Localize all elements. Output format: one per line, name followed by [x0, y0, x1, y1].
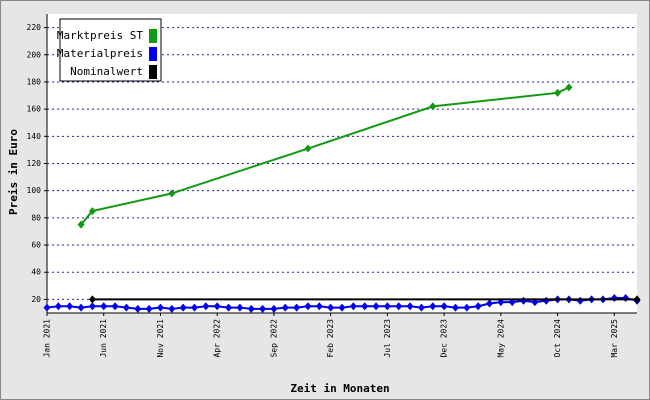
point [327, 303, 335, 312]
y-tick-label: 180 [27, 77, 42, 86]
x-tick-label: Jun 2021 [99, 319, 108, 358]
point [463, 303, 471, 312]
x-tick-label: Jul 2023 [383, 319, 392, 358]
point [100, 302, 108, 311]
x-tick-label: Feb 2023 [326, 319, 335, 358]
point [202, 302, 210, 311]
point [565, 83, 573, 92]
point [338, 303, 346, 312]
point [213, 302, 221, 311]
point [304, 302, 312, 311]
point [486, 299, 493, 308]
point [633, 295, 641, 304]
point [88, 207, 96, 216]
point [168, 189, 176, 198]
legend-swatch [149, 47, 157, 61]
legend-box [59, 18, 162, 82]
point [281, 303, 289, 312]
point [54, 302, 62, 311]
legend-label: Materialpreis [57, 47, 143, 60]
x-tick-label: Oct 2024 [553, 319, 562, 358]
point [304, 144, 312, 153]
point [293, 303, 301, 312]
y-tick-label: 100 [27, 186, 42, 195]
point [225, 303, 233, 312]
point [554, 88, 562, 97]
point [77, 303, 85, 312]
point [168, 304, 176, 313]
point [270, 304, 278, 313]
point [429, 302, 437, 311]
y-axis-label: Preis in Euro [7, 129, 20, 215]
point [429, 102, 437, 111]
legend: Marktpreis ST Materialpreis Nominalwert [57, 18, 162, 82]
point [88, 295, 96, 304]
x-tick-label: Dec 2023 [440, 319, 449, 358]
y-tick-label: 60 [31, 241, 41, 250]
point [77, 220, 85, 229]
point [259, 304, 267, 313]
point [451, 303, 459, 312]
legend-label: Marktpreis ST [57, 29, 143, 42]
y-tick-label: 220 [27, 23, 42, 32]
point [247, 304, 255, 313]
y-tick-label: 120 [27, 159, 42, 168]
x-tick-label: Sep 2022 [269, 319, 278, 358]
point [474, 302, 482, 311]
y-tick-label: 20 [31, 295, 41, 304]
x-tick-label: May 2024 [496, 319, 505, 358]
point [88, 302, 96, 311]
point [156, 303, 164, 312]
y-tick-label: 160 [27, 105, 42, 114]
point [395, 302, 403, 311]
point [236, 303, 244, 312]
point [315, 302, 323, 311]
point [383, 302, 391, 311]
legend-swatch [149, 65, 157, 79]
y-tick-label: 80 [31, 213, 41, 222]
y-tick-label: 40 [31, 268, 41, 277]
point [122, 303, 130, 312]
point [43, 303, 51, 312]
x-tick-label: Jan 2021 [43, 319, 52, 358]
point [66, 302, 74, 311]
legend-label: Nominalwert [70, 65, 143, 78]
x-tick-label: Nov 2021 [156, 319, 165, 358]
x-tick-label: Apr 2022 [213, 319, 222, 358]
point [406, 302, 414, 311]
point [372, 302, 380, 311]
point [145, 304, 153, 313]
y-tick-label: 200 [27, 50, 42, 59]
point [349, 302, 357, 311]
point [179, 303, 187, 312]
point [134, 304, 142, 313]
point [361, 302, 369, 311]
legend-swatch [149, 29, 157, 43]
x-tick-label: Mar 2025 [610, 319, 619, 358]
x-axis-label: Zeit in Monaten [290, 382, 389, 395]
point [111, 302, 119, 311]
y-tick-label: 140 [27, 132, 42, 141]
point [417, 303, 425, 312]
point [191, 303, 198, 312]
point [440, 302, 448, 311]
